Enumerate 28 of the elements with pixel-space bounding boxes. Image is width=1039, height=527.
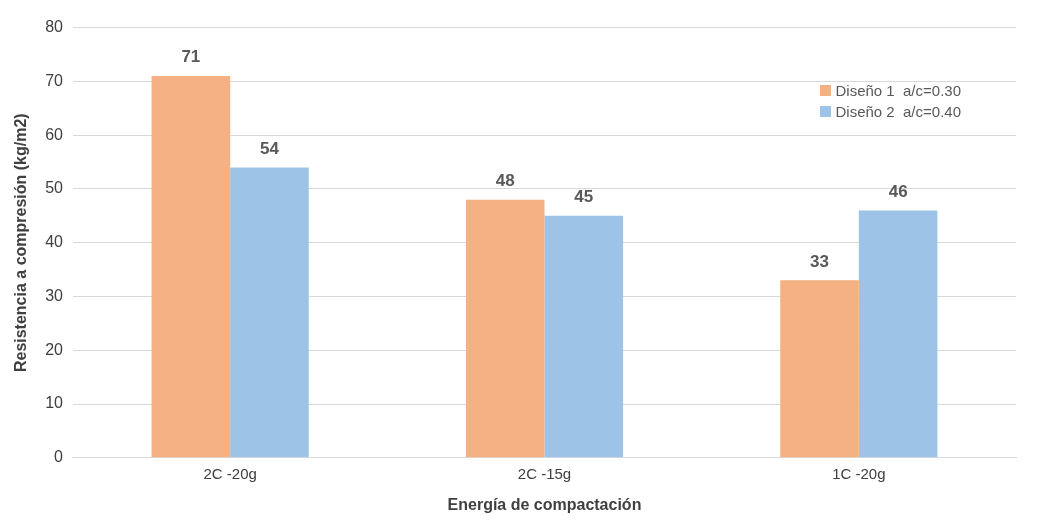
bar	[780, 280, 859, 458]
data-label: 54	[259, 138, 280, 158]
x-tick-label: 2C -20g	[203, 464, 257, 482]
data-label: 71	[181, 47, 201, 67]
y-tick-label: 60	[45, 125, 64, 143]
data-label: 33	[810, 251, 829, 271]
bar	[544, 215, 624, 458]
bar	[858, 210, 938, 458]
data-label: 48	[495, 170, 515, 190]
bar	[151, 76, 231, 458]
bar	[465, 199, 545, 458]
y-tick-label: 40	[45, 233, 64, 251]
y-tick-label: 20	[45, 340, 64, 358]
y-tick-label: 30	[45, 286, 64, 304]
legend-label: Diseño 1 a/c=0.30	[835, 82, 961, 99]
x-tick-label: 2C -15g	[517, 464, 572, 482]
y-tick-label: 50	[45, 179, 64, 197]
data-label: 45	[574, 187, 594, 206]
y-tick-label: 70	[45, 71, 64, 89]
y-axis-title: Resistencia a compresión (kg/m2)	[12, 113, 30, 373]
y-tick-label: 80	[45, 18, 64, 36]
x-axis-title: Energía de compactación	[447, 495, 642, 513]
data-label: 46	[888, 181, 908, 201]
x-tick-label: 1C -20g	[832, 464, 886, 482]
bar	[230, 167, 309, 458]
y-tick-label: 0	[54, 448, 64, 466]
legend-label: Diseño 2 a/c=0.40	[835, 103, 961, 120]
y-tick-label: 10	[45, 394, 64, 412]
